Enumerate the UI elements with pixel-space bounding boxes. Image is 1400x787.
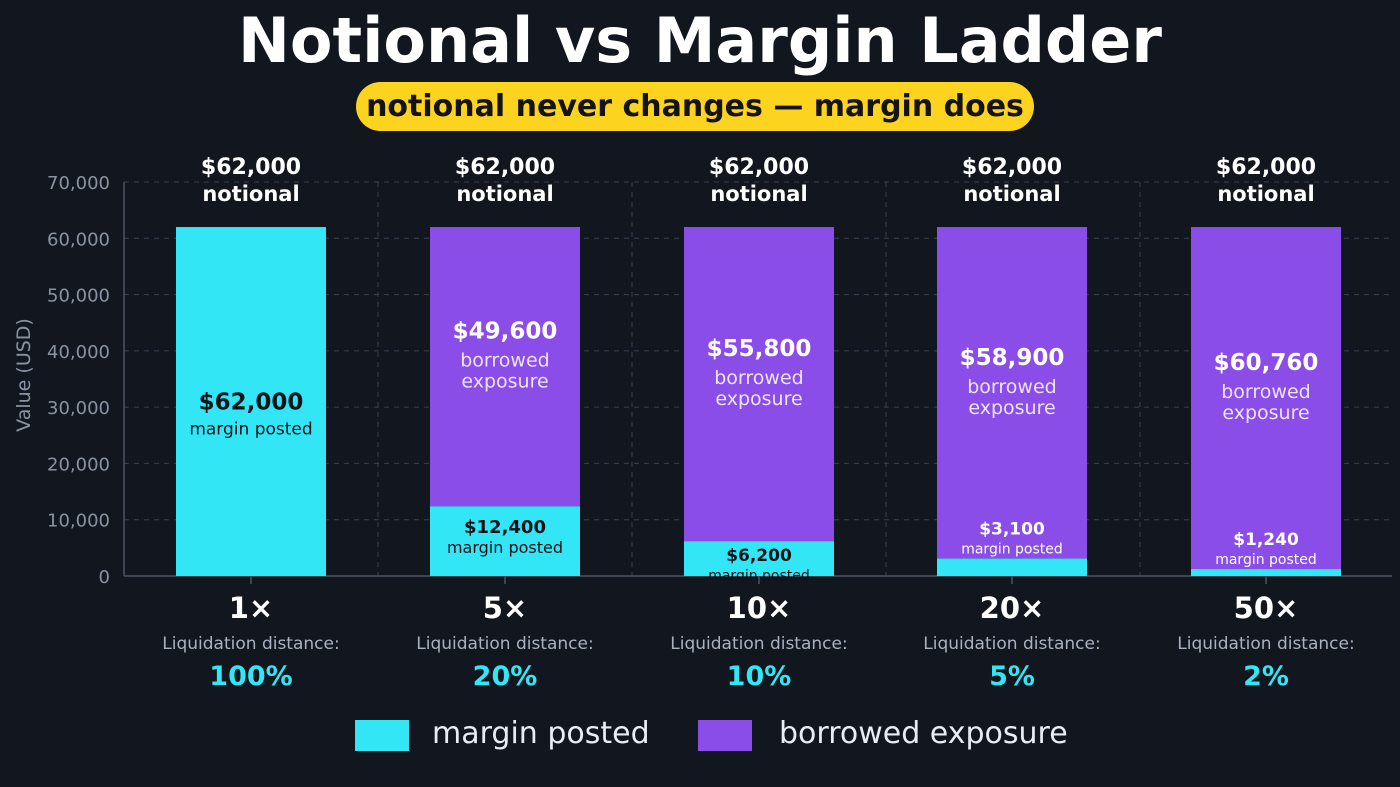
notional-text-label: notional xyxy=(963,182,1060,206)
margin-value-label: $12,400 xyxy=(464,517,546,538)
bar-margin-posted xyxy=(430,506,580,576)
y-tick-label: 60,000 xyxy=(47,229,110,250)
legend-label-margin: margin posted xyxy=(432,716,650,751)
chart-title: Notional vs Margin Ladder xyxy=(238,4,1162,77)
liquidation-value: 2% xyxy=(1243,661,1289,692)
bar-borrowed-exposure xyxy=(684,227,834,542)
y-tick-label: 0 xyxy=(99,567,110,588)
liquidation-caption: Liquidation distance: xyxy=(1177,634,1354,654)
subtitle-pill: notional never changes — margin does xyxy=(356,82,1034,131)
borrowed-text-label: borrowed xyxy=(967,376,1056,398)
notional-text-label: notional xyxy=(202,182,299,206)
margin-text-label: margin posted xyxy=(189,420,312,440)
subtitle-text: notional never changes — margin does xyxy=(366,89,1024,124)
notional-text-label: notional xyxy=(1217,182,1314,206)
borrowed-text-label: exposure xyxy=(1222,402,1309,424)
margin-text-label: margin posted xyxy=(961,542,1063,558)
margin-value-label: $1,240 xyxy=(1233,530,1299,550)
notional-text-label: notional xyxy=(456,182,553,206)
y-tick-label: 70,000 xyxy=(47,173,110,194)
y-tick-label: 10,000 xyxy=(47,511,110,532)
liquidation-caption: Liquidation distance: xyxy=(923,634,1100,654)
y-tick-label: 20,000 xyxy=(47,454,110,475)
borrowed-text-label: borrowed xyxy=(1221,381,1310,403)
bar-margin-posted xyxy=(176,227,326,576)
liquidation-value: 20% xyxy=(473,661,538,692)
borrowed-value-label: $49,600 xyxy=(453,319,558,345)
liquidation-value: 5% xyxy=(989,661,1035,692)
y-axis-label: Value (USD) xyxy=(13,318,35,432)
notional-value-label: $62,000 xyxy=(962,155,1062,180)
margin-text-label: margin posted xyxy=(708,568,810,584)
margin-text-label: margin posted xyxy=(1215,552,1317,568)
notional-text-label: notional xyxy=(710,182,807,206)
bar-margin-posted xyxy=(684,541,834,576)
bar-borrowed-exposure xyxy=(1191,227,1341,570)
liquidation-caption: Liquidation distance: xyxy=(416,634,593,654)
borrowed-value-label: $58,900 xyxy=(960,345,1065,371)
borrowed-text-label: borrowed xyxy=(714,367,803,389)
category-label: 50× xyxy=(1234,591,1299,625)
bar-borrowed-exposure xyxy=(430,227,580,507)
borrowed-value-label: $55,800 xyxy=(707,336,812,362)
borrowed-text-label: exposure xyxy=(461,371,548,393)
legend-swatch-borrowed xyxy=(698,720,752,751)
bar-margin-posted xyxy=(937,558,1087,576)
category-label: 1× xyxy=(229,591,273,625)
y-tick-label: 40,000 xyxy=(47,342,110,363)
liquidation-value: 10% xyxy=(727,661,792,692)
legend-swatch-margin xyxy=(355,720,409,751)
category-label: 5× xyxy=(483,591,527,625)
borrowed-text-label: exposure xyxy=(715,388,802,410)
margin-text-label: margin posted xyxy=(447,538,563,557)
margin-value-label: $62,000 xyxy=(199,390,304,416)
margin-value-label: $3,100 xyxy=(979,520,1045,540)
notional-value-label: $62,000 xyxy=(201,155,301,180)
bar-margin-posted xyxy=(1191,569,1341,576)
liquidation-caption: Liquidation distance: xyxy=(162,634,339,654)
y-tick-label: 30,000 xyxy=(47,398,110,419)
liquidation-value: 100% xyxy=(209,661,292,692)
notional-value-label: $62,000 xyxy=(709,155,809,180)
bar-borrowed-exposure xyxy=(937,227,1087,559)
y-tick-label: 50,000 xyxy=(47,286,110,307)
category-label: 10× xyxy=(727,591,792,625)
borrowed-text-label: borrowed xyxy=(460,350,549,372)
notional-value-label: $62,000 xyxy=(1216,155,1316,180)
borrowed-text-label: exposure xyxy=(968,397,1055,419)
liquidation-caption: Liquidation distance: xyxy=(670,634,847,654)
legend-label-borrowed: borrowed exposure xyxy=(779,716,1068,751)
borrowed-value-label: $60,760 xyxy=(1214,350,1319,376)
category-label: 20× xyxy=(980,591,1045,625)
margin-value-label: $6,200 xyxy=(726,546,792,566)
notional-value-label: $62,000 xyxy=(455,155,555,180)
